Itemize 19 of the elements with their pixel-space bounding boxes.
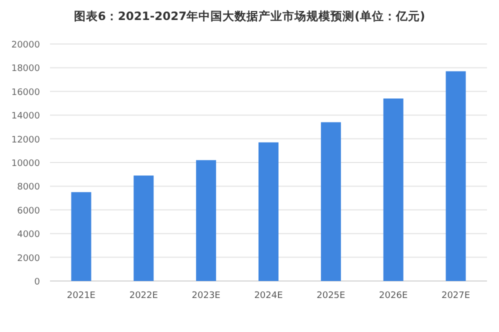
y-tick-label: 20000 [11,40,40,50]
y-tick-label: 4000 [17,230,40,240]
y-tick-label: 18000 [11,64,40,74]
x-tick-label: 2022E [129,291,158,301]
y-tick-label: 10000 [11,159,40,169]
y-tick-label: 8000 [17,182,40,193]
y-tick-label: 0 [34,278,40,288]
y-tick-label: 12000 [11,135,40,146]
y-tick-label: 16000 [11,88,40,98]
x-tick-label: 2023E [192,291,221,301]
title: 图表6：2021-2027年中国大数据产业市场规模预测(单位：亿元) [74,9,426,23]
y-tick-label: 14000 [11,112,40,122]
x-tick-label: 2024E [254,291,284,301]
x-tick-label: 2027E [441,291,470,301]
y-tick-label: 2000 [17,254,40,264]
x-tick-label: 2025E [316,291,346,301]
x-tick-label: 2021E [66,291,96,301]
y-tick-label: 6000 [17,206,40,216]
x-tick-label: 2026E [379,291,408,301]
